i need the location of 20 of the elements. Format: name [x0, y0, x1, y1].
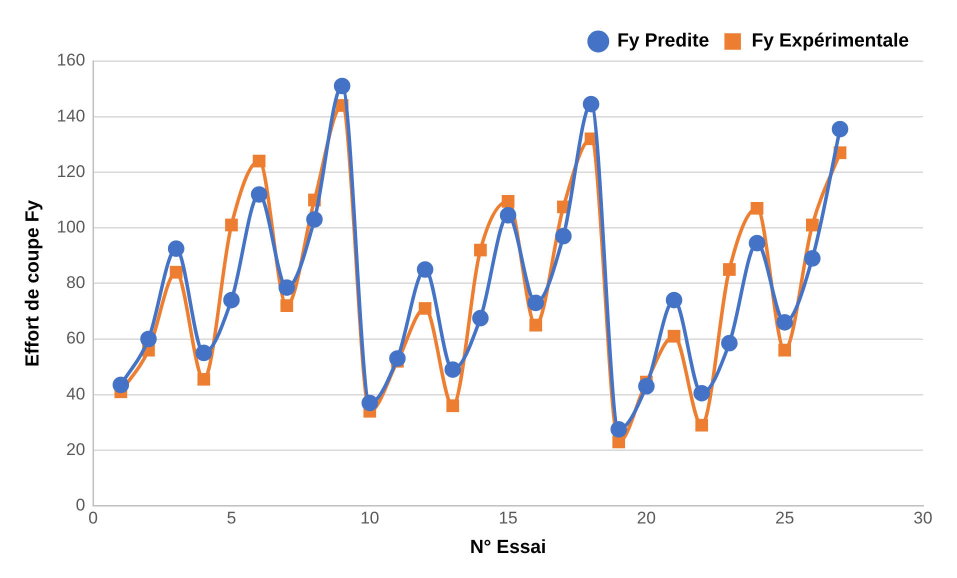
x-tick-label: 20 — [636, 508, 656, 528]
x-tick-label: 15 — [498, 508, 518, 528]
x-tick-label: 30 — [914, 508, 932, 528]
y-tick-label: 100 — [56, 217, 86, 236]
y-tick-label: 40 — [66, 384, 86, 404]
y-tick-label: 0 — [76, 495, 86, 514]
x-tick-label: 0 — [88, 508, 98, 528]
legend-label: Fy Expérimentale — [752, 30, 909, 52]
y-tick-label: 80 — [66, 273, 86, 292]
y-tick-label: 20 — [66, 440, 86, 459]
y-axis-title: Effort de coupe Fy — [22, 200, 44, 367]
x-tick-label: 10 — [360, 508, 380, 528]
x-axis-title: N° Essai — [470, 536, 546, 558]
x-tick-label: 5 — [226, 508, 236, 528]
legend-label: Fy Predite — [617, 30, 710, 52]
y-tick-label: 160 — [56, 50, 86, 70]
y-tick-label: 120 — [56, 162, 86, 181]
x-tick-label: 25 — [775, 508, 794, 528]
y-tick-label: 60 — [66, 328, 86, 348]
y-tick-label: 140 — [56, 106, 86, 126]
